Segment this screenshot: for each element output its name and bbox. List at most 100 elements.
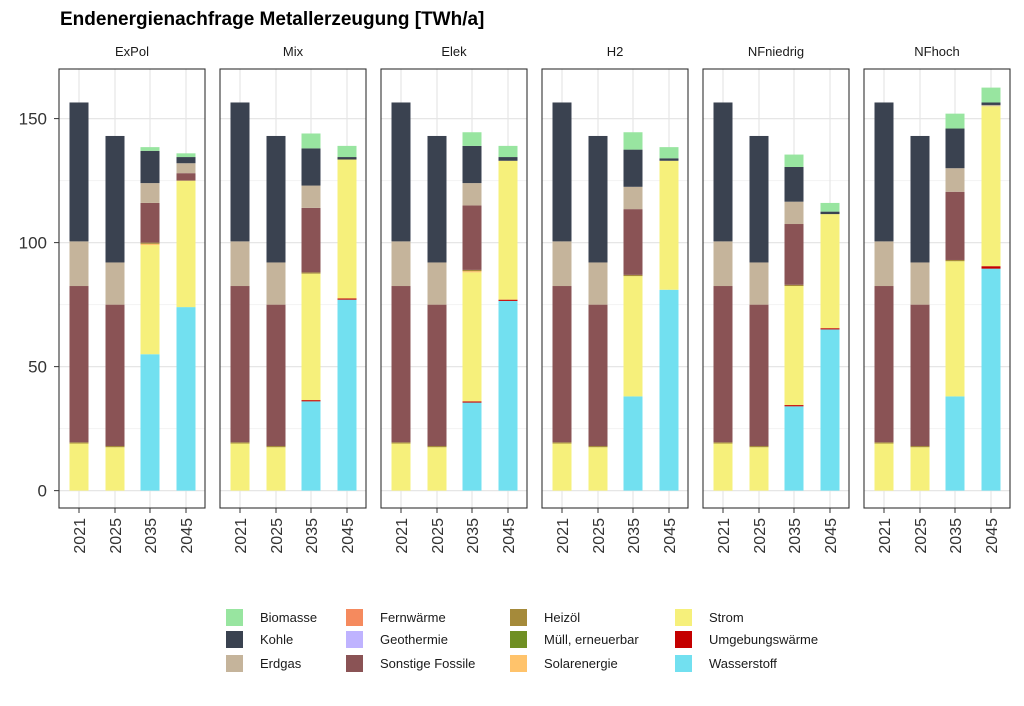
bar-segment-sonstige-fossile (230, 286, 250, 443)
bar-segment-strom (945, 261, 965, 397)
bar-segment-heizöl (552, 442, 572, 444)
x-tick-label: 2021 (716, 518, 733, 554)
bar-segment-sonstige-fossile (427, 304, 447, 446)
bar-segment-sonstige-fossile (391, 286, 411, 443)
bar-segment-erdgas (552, 241, 572, 287)
legend-item: Fernwärme (346, 609, 446, 626)
x-tick-label: 2045 (501, 518, 518, 554)
bar-segment-strom (588, 447, 608, 491)
bar-segment-erdgas (623, 186, 643, 210)
bar-segment-sonstige-fossile (301, 207, 321, 273)
bar-segment-sonstige-fossile (105, 304, 125, 446)
bar-segment-sonstige-fossile (874, 286, 894, 443)
legend-swatch (510, 631, 527, 648)
legend-swatch (675, 631, 692, 648)
bar-segment-solarenergie (462, 271, 482, 273)
bar-segment-erdgas (874, 241, 894, 287)
bar-segment-heizöl (140, 242, 160, 244)
bar-segment-kohle (910, 135, 930, 263)
panel-strip-label: NFhoch (914, 44, 960, 59)
bar-segment-heizöl (784, 284, 804, 287)
bar-segment-sonstige-fossile (910, 304, 930, 446)
bar-segment-biomasse (820, 202, 840, 212)
bar-segment-kohle (623, 149, 643, 187)
legend-item: Müll, erneuerbar (510, 631, 639, 648)
legend: Biomasse Kohle Erdgas Fernwärme Geothermie So… (226, 609, 818, 672)
legend-item: Geothermie (346, 631, 448, 648)
legend-label: Strom (709, 610, 744, 625)
bar-segment-kohle (588, 135, 608, 263)
bar-segment-heizöl (588, 445, 608, 448)
bar-segment-biomasse (945, 113, 965, 129)
legend-label: Fernwärme (380, 610, 446, 625)
bar-segment-kohle (749, 135, 769, 263)
bar-segment-kohle (552, 102, 572, 242)
bar-segment-sonstige-fossile (140, 202, 160, 243)
bar-segment-erdgas (266, 262, 286, 305)
bar-segment-erdgas (140, 183, 160, 203)
legend-label: Heizöl (544, 610, 580, 625)
legend-swatch (675, 609, 692, 626)
bar-segment-wasserstoff (337, 299, 357, 491)
bar-segment-erdgas (713, 241, 733, 287)
bar-segment-strom (176, 180, 196, 308)
bar-segment-umgebungswärme (784, 405, 804, 407)
legend-swatch (510, 609, 527, 626)
bar-segment-biomasse (981, 87, 1001, 103)
x-tick-label: 2025 (269, 518, 286, 554)
x-tick-label: 2035 (948, 518, 965, 554)
bar-segment-biomasse (462, 132, 482, 146)
bar-segment-kohle (659, 158, 679, 161)
x-tick-label: 2021 (394, 518, 411, 554)
bar-segment-erdgas (391, 241, 411, 287)
panel-border (380, 68, 528, 509)
bar-segment-heizöl (391, 442, 411, 444)
bar-segment-kohle (176, 157, 196, 164)
bar-segment-erdgas (105, 262, 125, 305)
legend-swatch (346, 631, 363, 648)
bar-segment-sonstige-fossile (749, 304, 769, 446)
bar-segment-kohle (498, 157, 518, 161)
bar-segment-heizöl (910, 445, 930, 448)
bar-segment-kohle (713, 102, 733, 242)
bar-segment-erdgas (981, 104, 1001, 107)
bar-segment-strom (552, 443, 572, 491)
bar-segment-umgebungswärme (337, 298, 357, 300)
x-tick-label: 2021 (555, 518, 572, 554)
bar-segment-kohle (69, 102, 89, 242)
bar-segment-erdgas (301, 185, 321, 208)
bar-segment-erdgas (910, 262, 930, 305)
bar-segment-kohle (784, 166, 804, 202)
bar-segment-strom (337, 159, 357, 299)
bar-segment-erdgas (749, 262, 769, 305)
bar-segment-heizöl (301, 272, 321, 274)
x-tick-label: 2021 (233, 518, 250, 554)
bar-segment-strom (910, 447, 930, 491)
bar-segment-kohle (337, 157, 357, 160)
x-tick-label: 2025 (430, 518, 447, 554)
bar-segment-sonstige-fossile (945, 191, 965, 260)
bar-segment-heizöl (874, 442, 894, 444)
bar-segment-biomasse (337, 145, 357, 158)
panel-h2: H2 2021 2025 2035 2045 (541, 44, 689, 554)
panel-border (58, 68, 206, 509)
bar-segment-biomasse (784, 154, 804, 167)
bar-segment-wasserstoff (945, 396, 965, 491)
legend-swatch (226, 655, 243, 672)
x-tick-label: 2035 (143, 518, 160, 554)
bar-segment-kohle (820, 211, 840, 215)
bar-segment-sonstige-fossile (623, 209, 643, 275)
bar-segment-wasserstoff (176, 307, 196, 491)
legend-item: Biomasse (226, 609, 317, 626)
bar-segment-sonstige-fossile (588, 304, 608, 446)
x-tick-label: 2045 (984, 518, 1001, 554)
bar-segment-strom (820, 214, 840, 329)
bar-segment-strom (784, 286, 804, 406)
bar-segment-wasserstoff (301, 401, 321, 491)
bar-segment-wasserstoff (981, 268, 1001, 491)
x-tick-label: 2025 (108, 518, 125, 554)
bar-segment-heizöl (749, 445, 769, 448)
x-tick-label: 2021 (877, 518, 894, 554)
x-tick-label: 2025 (913, 518, 930, 554)
bar-segment-strom (874, 443, 894, 491)
